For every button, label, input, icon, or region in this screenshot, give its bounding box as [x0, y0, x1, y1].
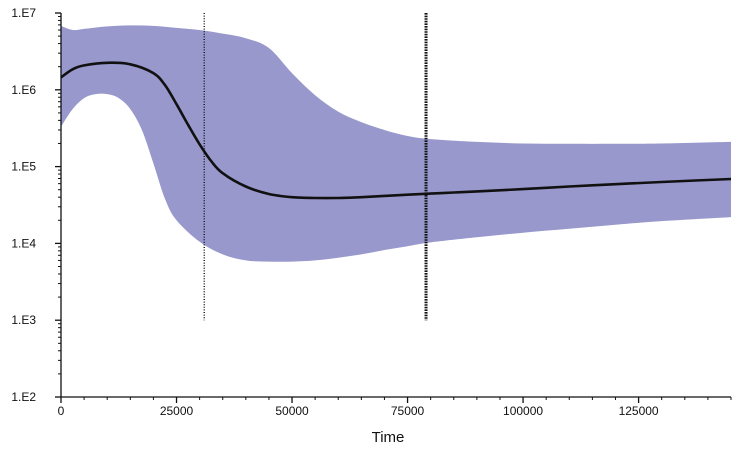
x-axis-title: Time [372, 429, 405, 446]
x-tick-label: 25000 [160, 404, 194, 418]
y-tick-label: 1.E3 [11, 313, 36, 327]
x-tick-label: 0 [58, 404, 65, 418]
plot-area [60, 13, 732, 321]
y-tick-label: 1.E4 [11, 236, 36, 250]
confidence-band [61, 25, 731, 262]
vertical-markers [203, 13, 428, 321]
x-tick-label: 125000 [619, 404, 659, 418]
x-tick-label: 100000 [503, 404, 543, 418]
x-tick-label: 50000 [275, 404, 309, 418]
tick-marks [55, 12, 732, 403]
y-tick-label: 1.E2 [11, 390, 36, 404]
median-line [60, 61, 732, 200]
axes [60, 13, 731, 398]
x-tick-label: 75000 [391, 404, 425, 418]
y-tick-label: 1.E6 [11, 83, 36, 97]
tick-labels: 1.E2 1.E3 1.E4 1.E5 1.E6 1.E7 0 25000 50000 75000… [11, 6, 659, 418]
y-tick-label: 1.E7 [11, 6, 36, 20]
y-tick-label: 1.E5 [11, 160, 36, 174]
